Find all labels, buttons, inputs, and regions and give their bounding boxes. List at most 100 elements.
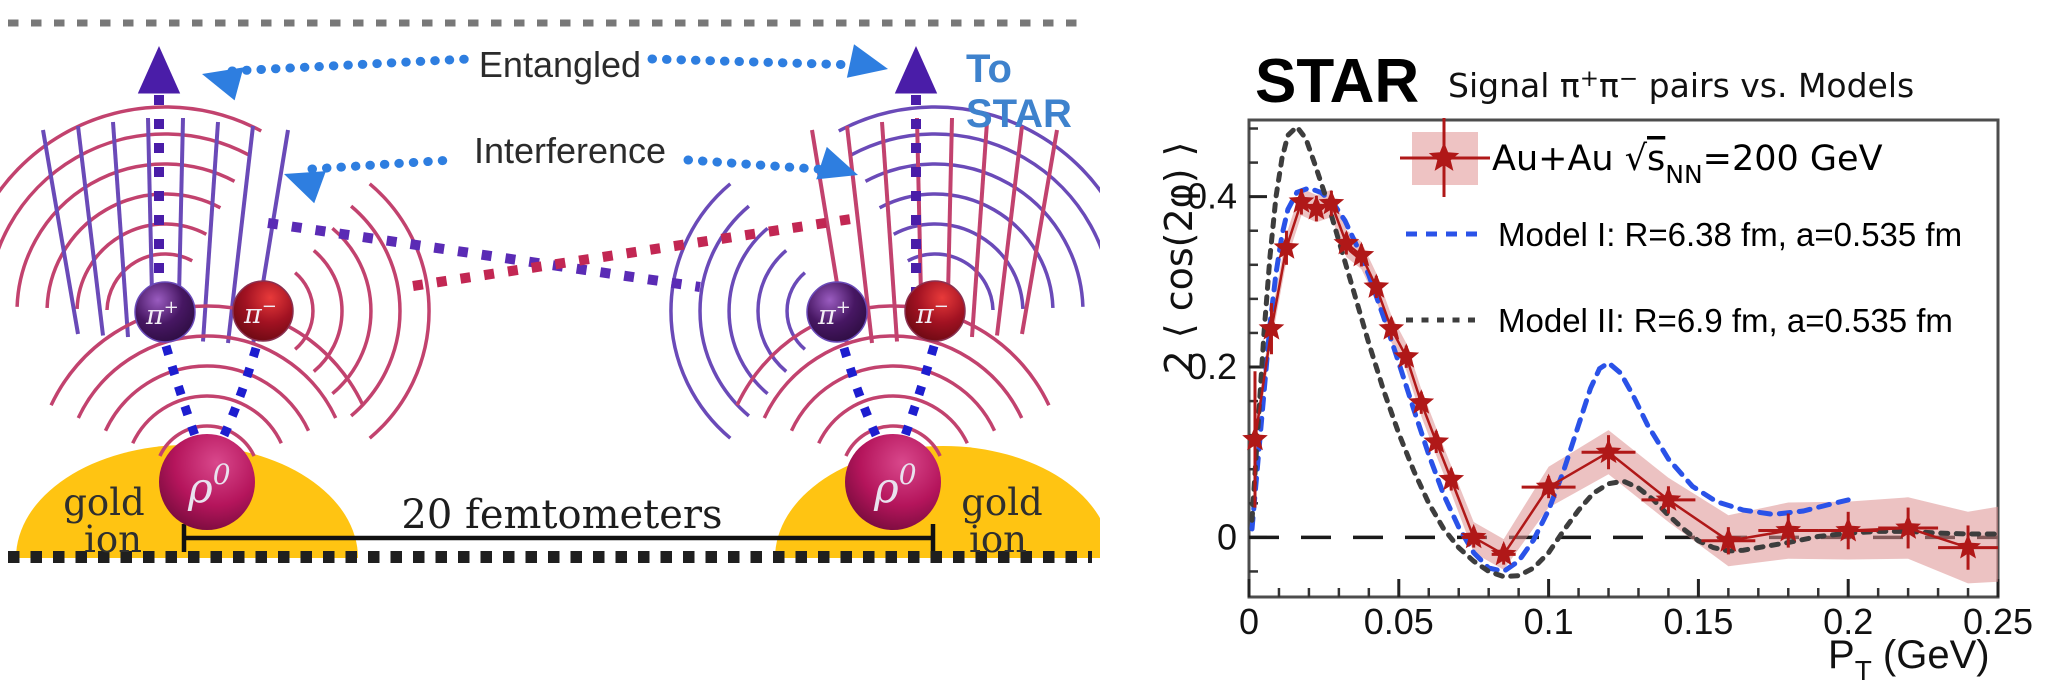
interference-arc [0, 132, 250, 251]
interference-arc [837, 105, 1100, 194]
diagram-panel: Entangled Interference To STAR π+ π− π+ … [0, 19, 1100, 563]
interference-arc [15, 162, 236, 307]
pion-wave-arc [698, 204, 751, 418]
rho-spray-arc [49, 304, 365, 407]
data-point-star [1955, 534, 1981, 559]
pi-minus-left-sphere [232, 280, 294, 342]
left-wave-group [0, 105, 431, 457]
pion-wave-arc [727, 226, 769, 396]
interference-line [880, 121, 899, 342]
interference-label: Interference [474, 130, 666, 171]
rho-spray-arc [789, 364, 997, 432]
data-point-star [1363, 273, 1390, 298]
data-point-star [1303, 195, 1330, 220]
pion-wave-arc [312, 249, 344, 373]
interference-arc [850, 132, 1100, 251]
data-point-star [1438, 466, 1465, 491]
systematic-band [1255, 188, 1998, 584]
data-point-star [1393, 343, 1420, 368]
rho-spray-arc [76, 334, 338, 419]
data-point-star [1288, 188, 1315, 213]
data-point-star [1460, 523, 1487, 549]
pion-wave-arc [331, 226, 373, 396]
data-point-star [1423, 428, 1450, 453]
pion-wave-arc [669, 182, 732, 440]
pi-plus-left-label: π+ [145, 297, 179, 331]
crossing-amplitude-line-red [412, 213, 859, 291]
to-star-label-line2: STAR [966, 92, 1072, 136]
entangled-arrow-right-head [846, 44, 888, 78]
pi-minus-left-label: π− [243, 296, 277, 330]
interference-arc [45, 192, 222, 308]
data-point-star [1655, 486, 1682, 511]
chart-panel: 0 0.05 0.1 0.15 0.2 0.25 0 0.2 0.4 STAR Signal π… [1157, 47, 2033, 686]
pion-wave-arc [368, 182, 431, 440]
interference-arrow-left-head [284, 171, 326, 204]
data-point-star [1378, 315, 1405, 340]
decay-funnel-line [897, 344, 939, 446]
data-point-star [1835, 517, 1861, 542]
pion-wave-arc [756, 249, 788, 373]
interference-line [995, 125, 1024, 336]
rho-spray-arc [844, 424, 942, 457]
data-point-star [1895, 514, 1921, 539]
up-arrow-right-head [894, 46, 938, 94]
model2-curve [1249, 123, 2001, 580]
rho-spray-arc [131, 394, 283, 445]
data-point-star [1715, 527, 1742, 552]
diagram-decorations [0, 19, 1100, 563]
rho-spray-arc [103, 364, 311, 432]
legend-entry-model2: Model II: R=6.9 fm, a=0.535 fm [1498, 302, 1953, 339]
interference-arrow-right-head [816, 146, 858, 180]
pion-wave-arc [349, 204, 402, 418]
up-arrow-left-head [137, 46, 181, 94]
y-tick-label: 0 [1217, 516, 1237, 557]
decay-funnel-line [215, 346, 261, 446]
model1-curve [1249, 185, 1851, 575]
chart-subtitle: Signal π+π− pairs vs. Models [1448, 66, 1914, 105]
data-point-star [1333, 230, 1360, 255]
pion-wave-arc [785, 271, 807, 351]
y-tick-label: 0.4 [1187, 176, 1237, 217]
x-tick-label: 0.1 [1524, 601, 1574, 642]
data-point-star [1348, 241, 1375, 267]
entangled-label: Entangled [479, 44, 641, 85]
interference-arc [864, 162, 1085, 307]
gold-ion-left-label-word1: gold [63, 481, 144, 524]
chart-plot-area: 0 0.05 0.1 0.15 0.2 0.25 0 0.2 0.4 [1187, 118, 2033, 642]
distance-label: 20 femtometers [401, 492, 722, 538]
interference-arc [0, 105, 263, 194]
right-wave-group [669, 105, 1100, 457]
chart-title: STAR [1255, 47, 1419, 116]
pi-minus-right-sphere [904, 280, 966, 342]
interference-line [1020, 129, 1059, 335]
pi-minus-right-label: π− [915, 296, 949, 330]
legend-entry-model1: Model I: R=6.38 fm, a=0.535 fm [1498, 216, 1962, 253]
legend-entry-data: Au+Au √sNN=200 GeV [1492, 139, 1883, 189]
decay-funnel-line [839, 346, 885, 446]
data-point-star [1242, 425, 1268, 451]
gold-ion-right-shape [775, 446, 1100, 558]
data-point-star [1595, 438, 1622, 464]
to-star-label-line1: To [966, 47, 1012, 91]
data-point-star [1775, 517, 1802, 542]
gold-ion-left-label-word2: ion [84, 518, 142, 561]
data-point-star [1490, 540, 1517, 566]
interference-arc [906, 252, 995, 311]
data-point-star [1258, 315, 1285, 340]
interference-line [201, 121, 220, 342]
interference-arrow-left-shaft [307, 155, 457, 174]
interference-line [76, 125, 105, 336]
data-point-star [1408, 389, 1435, 414]
rho-right-label: ρ0 [873, 458, 917, 512]
pi-plus-left-sphere [134, 281, 196, 343]
pi-plus-right-sphere [806, 281, 868, 343]
x-tick-label: 0.25 [1963, 601, 2033, 642]
x-tick-label: 0.2 [1823, 601, 1873, 642]
data-point-star [1273, 234, 1300, 259]
interference-arc [878, 192, 1055, 308]
decay-funnel-line [161, 344, 203, 446]
interference-line [970, 121, 989, 338]
rho-spray-arc [158, 424, 256, 457]
pi-plus-right-label: π+ [817, 297, 851, 331]
